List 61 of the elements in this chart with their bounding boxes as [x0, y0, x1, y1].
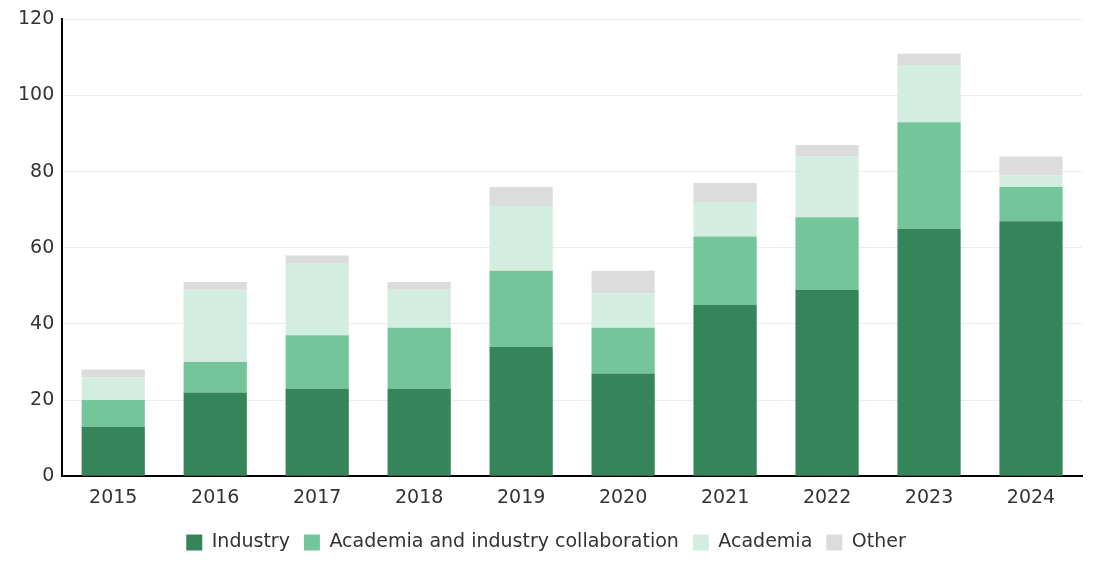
legend-label: Academia and industry collaboration: [329, 529, 679, 552]
bar: [183, 289, 247, 362]
x-tick-label: 2018: [394, 484, 444, 507]
x-tick-label: 2015: [89, 484, 138, 507]
bar: [591, 327, 655, 374]
bar: [693, 183, 757, 203]
bar: [999, 175, 1063, 187]
bar: [693, 202, 757, 237]
bar: [183, 362, 247, 393]
bar: [591, 270, 655, 294]
bar: [999, 186, 1063, 222]
x-tick-label: 2024: [1006, 484, 1056, 507]
legend-label: Academia: [718, 529, 813, 552]
bar: [285, 388, 349, 476]
bar: [183, 282, 247, 290]
bar: [489, 186, 553, 206]
bar: [387, 289, 451, 328]
bar: [999, 221, 1063, 476]
x-tick-label: 2017: [293, 484, 342, 507]
bar: [183, 392, 247, 476]
y-tick-label: 120: [18, 6, 55, 29]
bar: [897, 228, 961, 476]
legend-label: Industry: [211, 529, 290, 552]
bar: [897, 65, 961, 123]
bar: [999, 156, 1063, 176]
legend-label: Other: [851, 529, 906, 552]
bar: [795, 145, 859, 157]
bar: [693, 236, 757, 305]
bar: [591, 293, 655, 328]
bar: [387, 282, 451, 290]
bar: [285, 255, 349, 264]
x-tick-label: 2023: [904, 484, 954, 507]
bar: [81, 377, 145, 401]
bar: [285, 263, 349, 336]
bar: [489, 346, 553, 476]
x-tick-label: 2019: [496, 484, 546, 507]
bar: [489, 205, 553, 271]
bar: [81, 369, 145, 378]
x-tick-label: 2020: [598, 484, 648, 507]
y-tick-label: 0: [42, 463, 55, 486]
bar: [591, 373, 655, 476]
bar: [897, 122, 961, 229]
bar: [795, 289, 859, 476]
bar: [795, 156, 859, 218]
bar: [81, 426, 145, 476]
bar: [387, 327, 451, 389]
y-tick-label: 80: [30, 158, 55, 181]
bar: [387, 388, 451, 476]
bar: [81, 400, 145, 427]
bar: [897, 53, 961, 66]
y-tick-label: 60: [30, 234, 55, 257]
bar: [285, 335, 349, 389]
bar: [693, 304, 757, 476]
y-tick-label: 40: [30, 310, 55, 333]
bar: [795, 217, 859, 290]
x-tick-label: 2021: [700, 484, 750, 507]
x-tick-label: 2016: [191, 484, 240, 507]
bar: [489, 270, 553, 347]
x-tick-label: 2022: [802, 484, 852, 507]
y-tick-label: 20: [30, 387, 55, 409]
y-tick-label: 100: [18, 82, 55, 105]
